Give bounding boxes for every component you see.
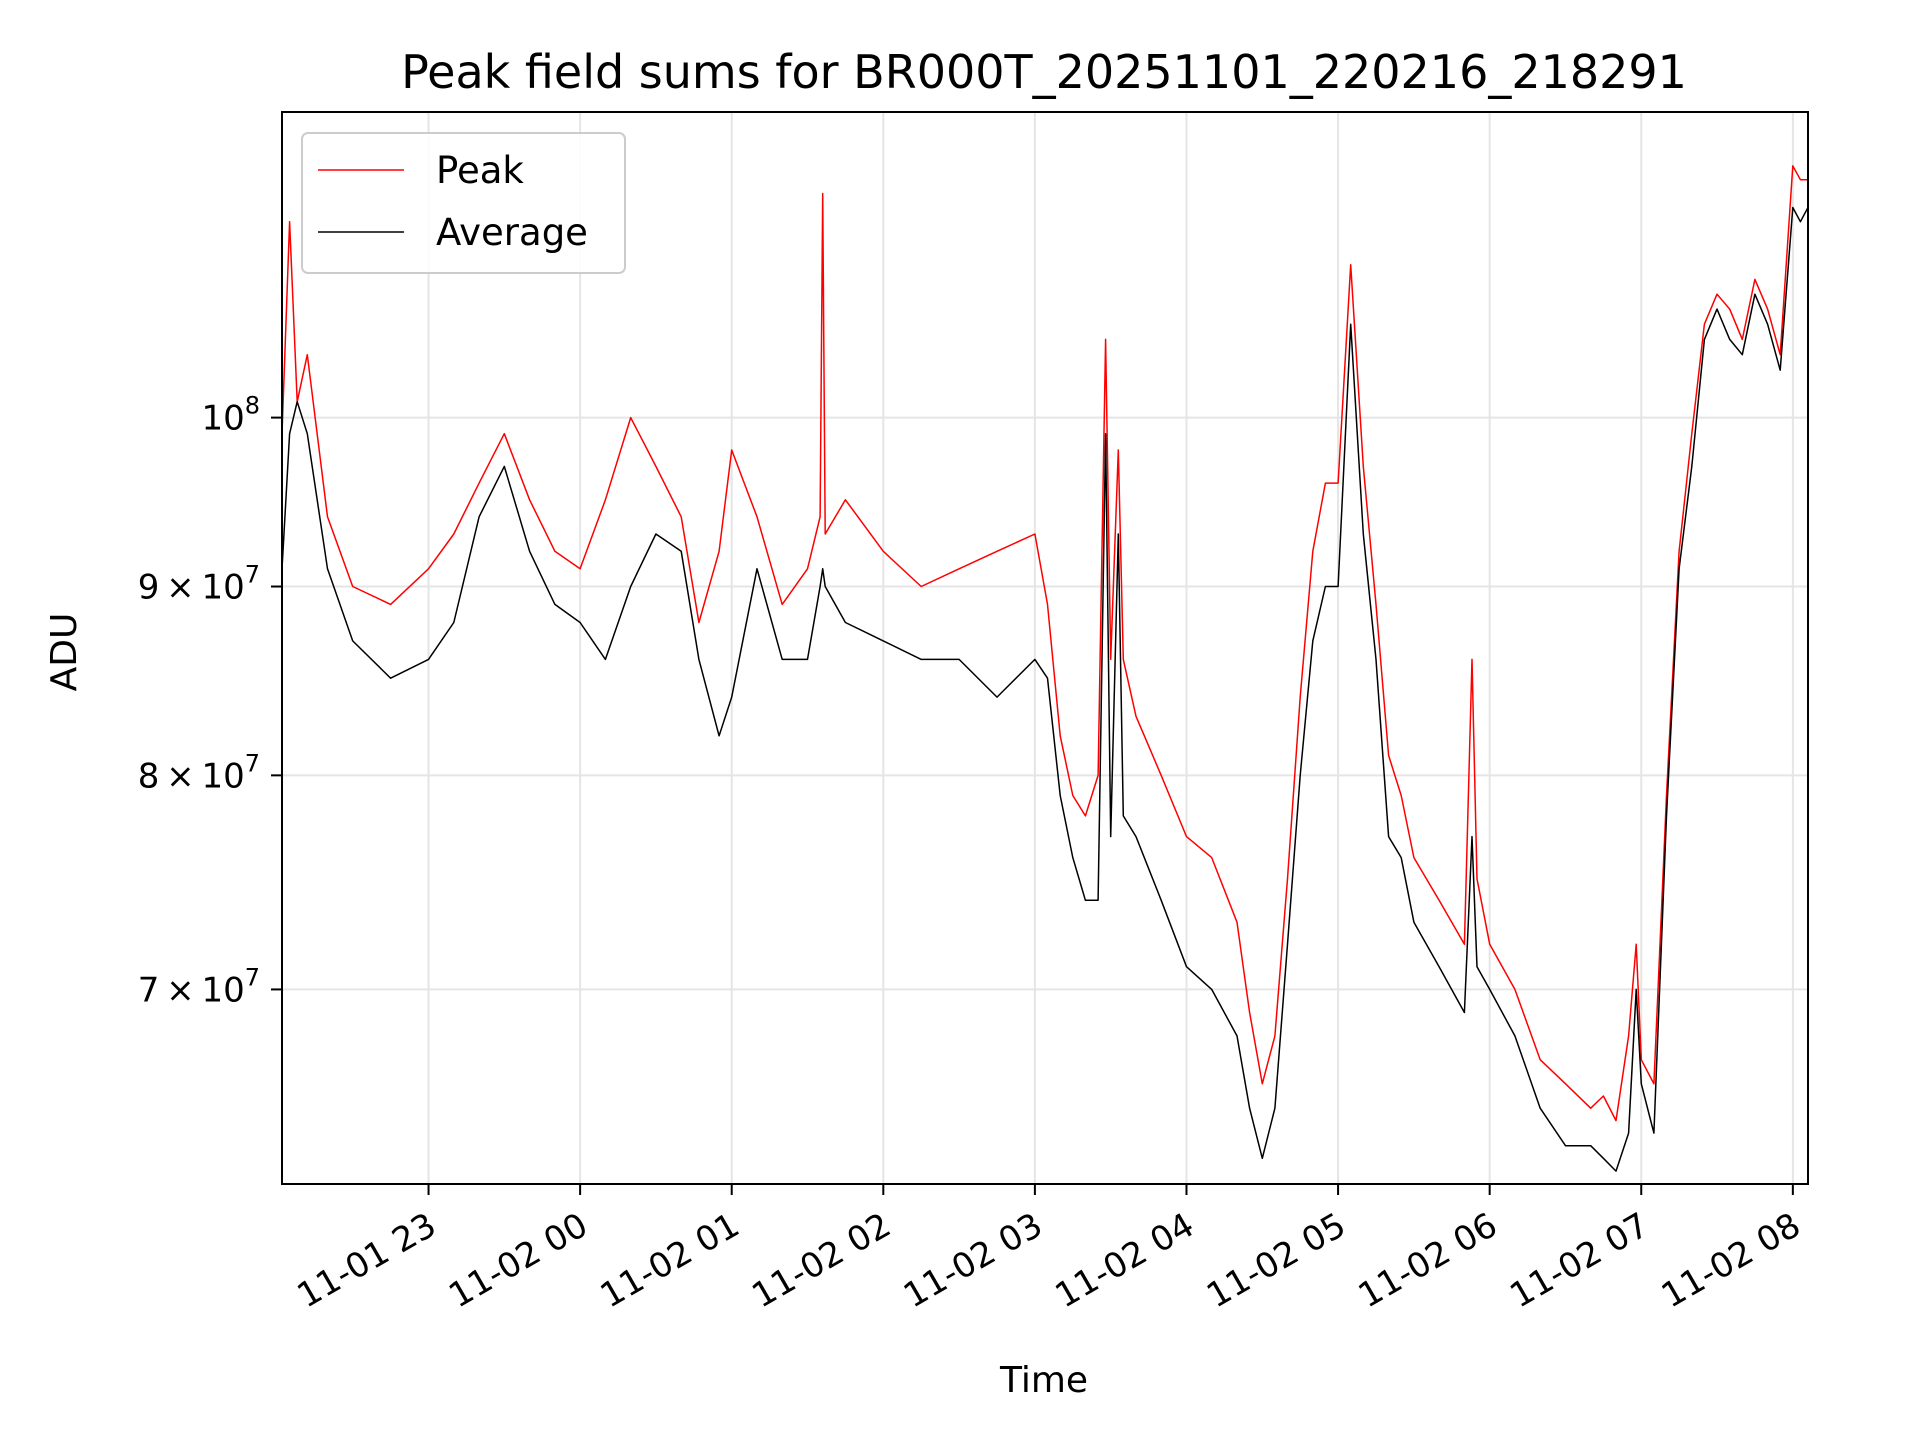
y-tick-label: 8 × 107 xyxy=(138,749,260,796)
plot-frame xyxy=(281,111,1809,1185)
legend-label-peak: Peak xyxy=(436,149,524,192)
y-tick-label: 108 xyxy=(201,392,260,439)
series-line-average xyxy=(281,206,1809,1172)
series-layer xyxy=(281,165,1809,1172)
x-axis-label: Time xyxy=(999,1360,1088,1401)
grid xyxy=(282,112,1808,1184)
y-axis-ticks: 7 × 107 8 × 107 9 × 107 108 xyxy=(138,392,282,1010)
legend-box xyxy=(301,132,626,274)
y-axis-label: ADU xyxy=(44,613,85,692)
legend: Peak Average xyxy=(301,132,626,274)
legend-label-average: Average xyxy=(436,211,588,254)
series-line-peak xyxy=(281,165,1808,1122)
y-tick-label: 7 × 107 xyxy=(138,963,260,1010)
chart-title: Peak field sums for BR000T_20251101_2202… xyxy=(401,45,1687,99)
y-tick-label: 9 × 107 xyxy=(138,561,260,608)
